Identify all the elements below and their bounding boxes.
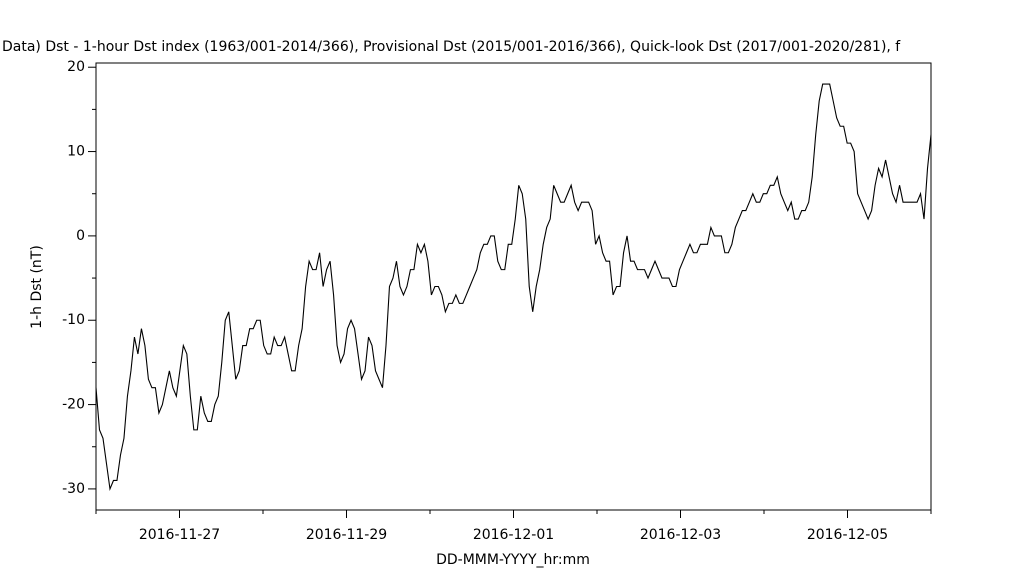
x-tick-label: 2016-12-05 [807,527,888,543]
data-line [95,83,932,492]
plot-frame [95,62,932,511]
x-tick-label: 2016-12-01 [473,527,554,543]
y-tick-label: 20 [67,59,85,75]
x-tick-label: 2016-11-27 [139,527,220,543]
y-axis-label: 1-h Dst (nT) [29,245,45,329]
y-tick-label: -10 [62,312,85,328]
y-tick-label: -20 [62,397,85,413]
x-tick-label: 2016-11-29 [306,527,387,543]
y-tick-label: -30 [62,481,85,497]
x-axis-label: DD-MMM-YYYY_hr:mm [436,552,590,568]
y-tick-label: 0 [76,228,85,244]
chart-title: Data) Dst - 1-hour Dst index (1963/001-2… [2,39,901,55]
x-tick-label: 2016-12-03 [640,527,721,543]
y-tick-label: 10 [67,144,85,160]
